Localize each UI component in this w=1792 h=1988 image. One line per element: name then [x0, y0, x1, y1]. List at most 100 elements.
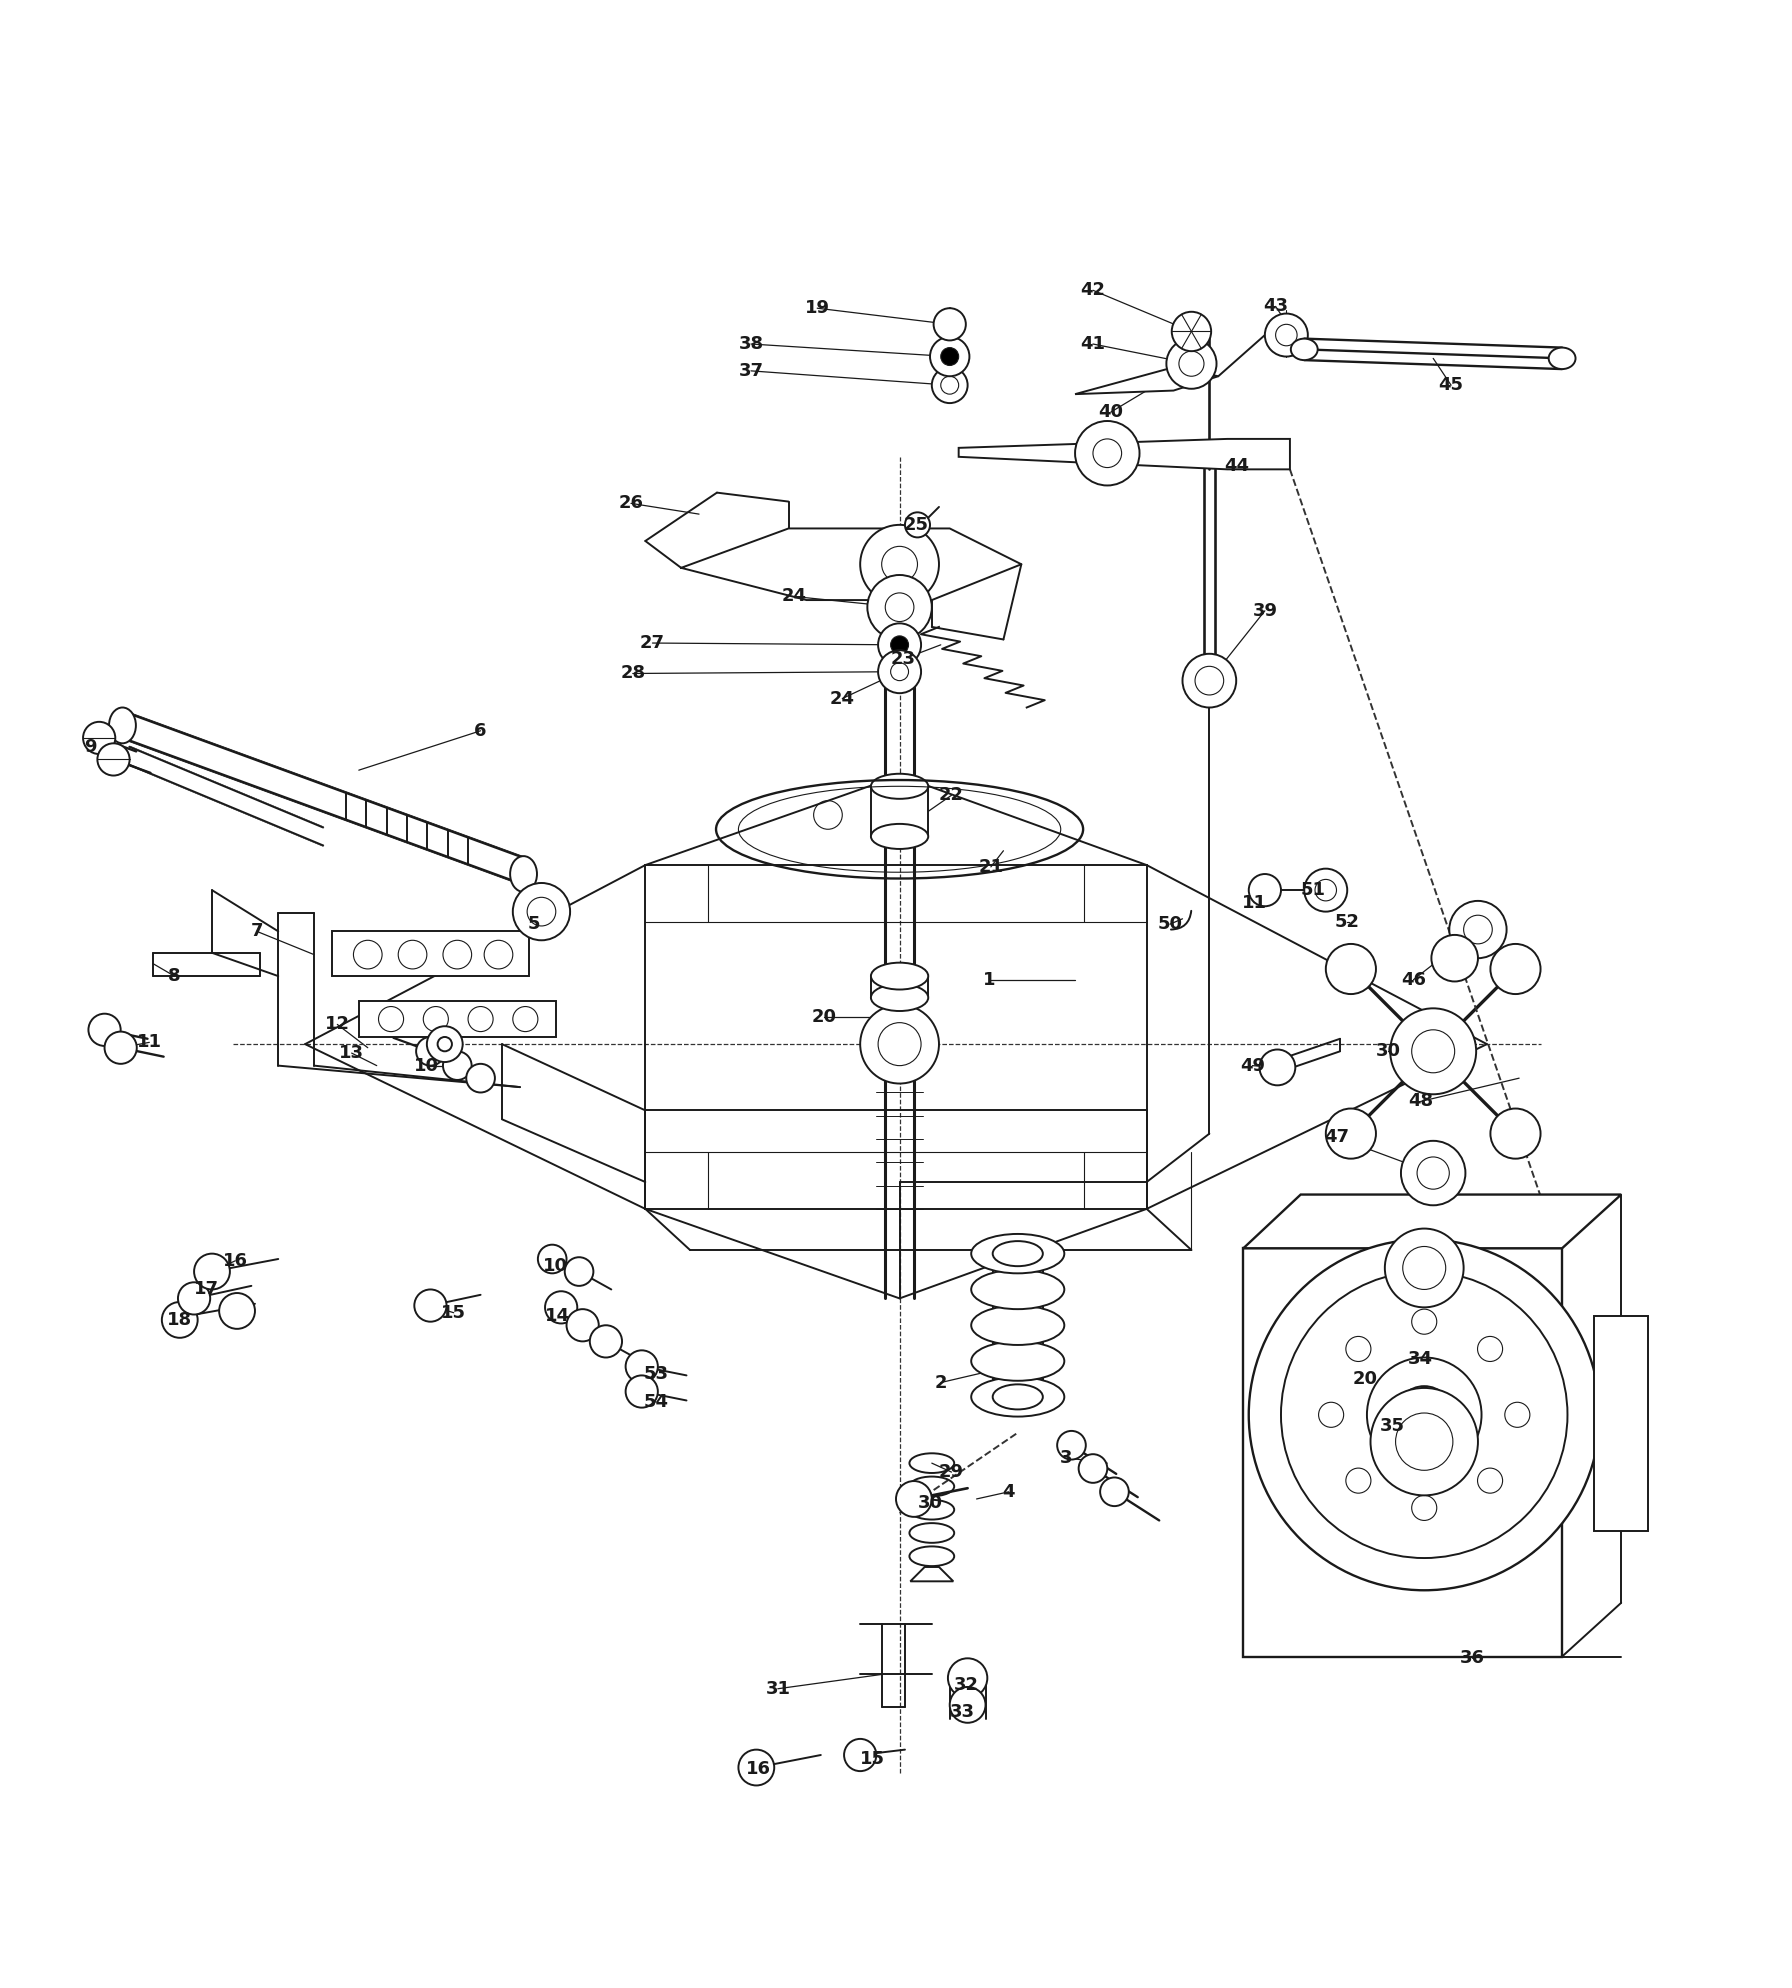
Circle shape [1491, 944, 1541, 994]
Text: 8: 8 [168, 966, 181, 986]
Text: 48: 48 [1409, 1093, 1434, 1111]
Ellipse shape [971, 1306, 1064, 1346]
Ellipse shape [871, 962, 928, 990]
Text: 26: 26 [618, 495, 643, 513]
Circle shape [1396, 1413, 1453, 1471]
Text: 21: 21 [978, 859, 1004, 877]
Text: 15: 15 [441, 1304, 466, 1322]
Circle shape [860, 1004, 939, 1083]
Circle shape [219, 1292, 254, 1328]
Text: 20: 20 [812, 1008, 837, 1026]
Circle shape [443, 940, 471, 968]
Circle shape [1260, 1050, 1296, 1085]
Circle shape [896, 1481, 932, 1517]
Circle shape [378, 1006, 403, 1032]
Text: 44: 44 [1224, 457, 1249, 475]
Circle shape [625, 1376, 658, 1408]
Ellipse shape [971, 1270, 1064, 1310]
Circle shape [1326, 944, 1376, 994]
Circle shape [1172, 312, 1211, 352]
Text: 6: 6 [475, 722, 487, 740]
Circle shape [1491, 1109, 1541, 1159]
Circle shape [1305, 869, 1348, 912]
Circle shape [860, 525, 939, 604]
Text: 16: 16 [222, 1252, 247, 1270]
Text: 11: 11 [136, 1034, 161, 1052]
Text: 22: 22 [939, 785, 964, 805]
Text: 30: 30 [918, 1493, 943, 1511]
Text: 42: 42 [1081, 280, 1106, 300]
Ellipse shape [1290, 338, 1317, 360]
Circle shape [1396, 1386, 1453, 1443]
Ellipse shape [993, 1384, 1043, 1409]
Circle shape [1412, 1495, 1437, 1521]
Ellipse shape [871, 773, 928, 799]
Circle shape [1367, 1358, 1482, 1471]
Circle shape [1265, 314, 1308, 356]
Circle shape [844, 1740, 876, 1771]
Circle shape [1478, 1467, 1503, 1493]
Circle shape [882, 547, 918, 582]
Polygon shape [358, 1002, 556, 1038]
Circle shape [932, 368, 968, 404]
Text: 13: 13 [339, 1044, 364, 1062]
Text: 49: 49 [1240, 1058, 1265, 1076]
Polygon shape [1244, 1195, 1622, 1248]
Circle shape [1195, 666, 1224, 696]
Polygon shape [332, 930, 529, 976]
Text: 45: 45 [1439, 376, 1464, 394]
Text: 20: 20 [1353, 1370, 1378, 1388]
Circle shape [437, 1038, 452, 1052]
Circle shape [1371, 1388, 1478, 1495]
Text: 24: 24 [830, 690, 855, 708]
Circle shape [1319, 1402, 1344, 1427]
Circle shape [1276, 324, 1297, 346]
Text: 9: 9 [84, 738, 97, 755]
Text: 43: 43 [1263, 298, 1288, 316]
Circle shape [566, 1310, 599, 1342]
Text: 19: 19 [805, 300, 830, 318]
Circle shape [1401, 1141, 1466, 1205]
Circle shape [1450, 901, 1507, 958]
Text: 11: 11 [1242, 895, 1267, 912]
Text: 51: 51 [1301, 881, 1326, 899]
Text: 52: 52 [1335, 912, 1360, 930]
Text: 39: 39 [1253, 602, 1278, 620]
Text: 15: 15 [860, 1749, 885, 1767]
Circle shape [1412, 1030, 1455, 1074]
Text: 14: 14 [545, 1308, 570, 1326]
Circle shape [1183, 654, 1236, 708]
Circle shape [88, 1014, 120, 1046]
Circle shape [1249, 1239, 1600, 1590]
Circle shape [545, 1292, 577, 1324]
Polygon shape [910, 1567, 953, 1580]
Polygon shape [1595, 1316, 1649, 1531]
Circle shape [398, 940, 426, 968]
Circle shape [468, 1006, 493, 1032]
Text: 5: 5 [529, 914, 541, 932]
Circle shape [1417, 1157, 1450, 1189]
Circle shape [867, 575, 932, 640]
Circle shape [466, 1064, 495, 1093]
Circle shape [948, 1658, 987, 1698]
Text: 23: 23 [891, 650, 916, 668]
Ellipse shape [109, 708, 136, 744]
Circle shape [1100, 1477, 1129, 1507]
Text: 24: 24 [781, 588, 806, 606]
Circle shape [1346, 1336, 1371, 1362]
Circle shape [1079, 1453, 1107, 1483]
Circle shape [423, 1006, 448, 1032]
Text: 54: 54 [643, 1394, 668, 1411]
Ellipse shape [971, 1342, 1064, 1382]
Polygon shape [1075, 368, 1219, 394]
Circle shape [1391, 1008, 1477, 1093]
Text: 53: 53 [643, 1364, 668, 1382]
Circle shape [416, 1038, 444, 1066]
Circle shape [194, 1254, 229, 1290]
Text: 36: 36 [1460, 1650, 1486, 1668]
Text: 46: 46 [1401, 970, 1426, 988]
Text: 7: 7 [251, 922, 263, 940]
Text: 16: 16 [745, 1759, 771, 1779]
Circle shape [484, 940, 513, 968]
Ellipse shape [971, 1235, 1064, 1274]
